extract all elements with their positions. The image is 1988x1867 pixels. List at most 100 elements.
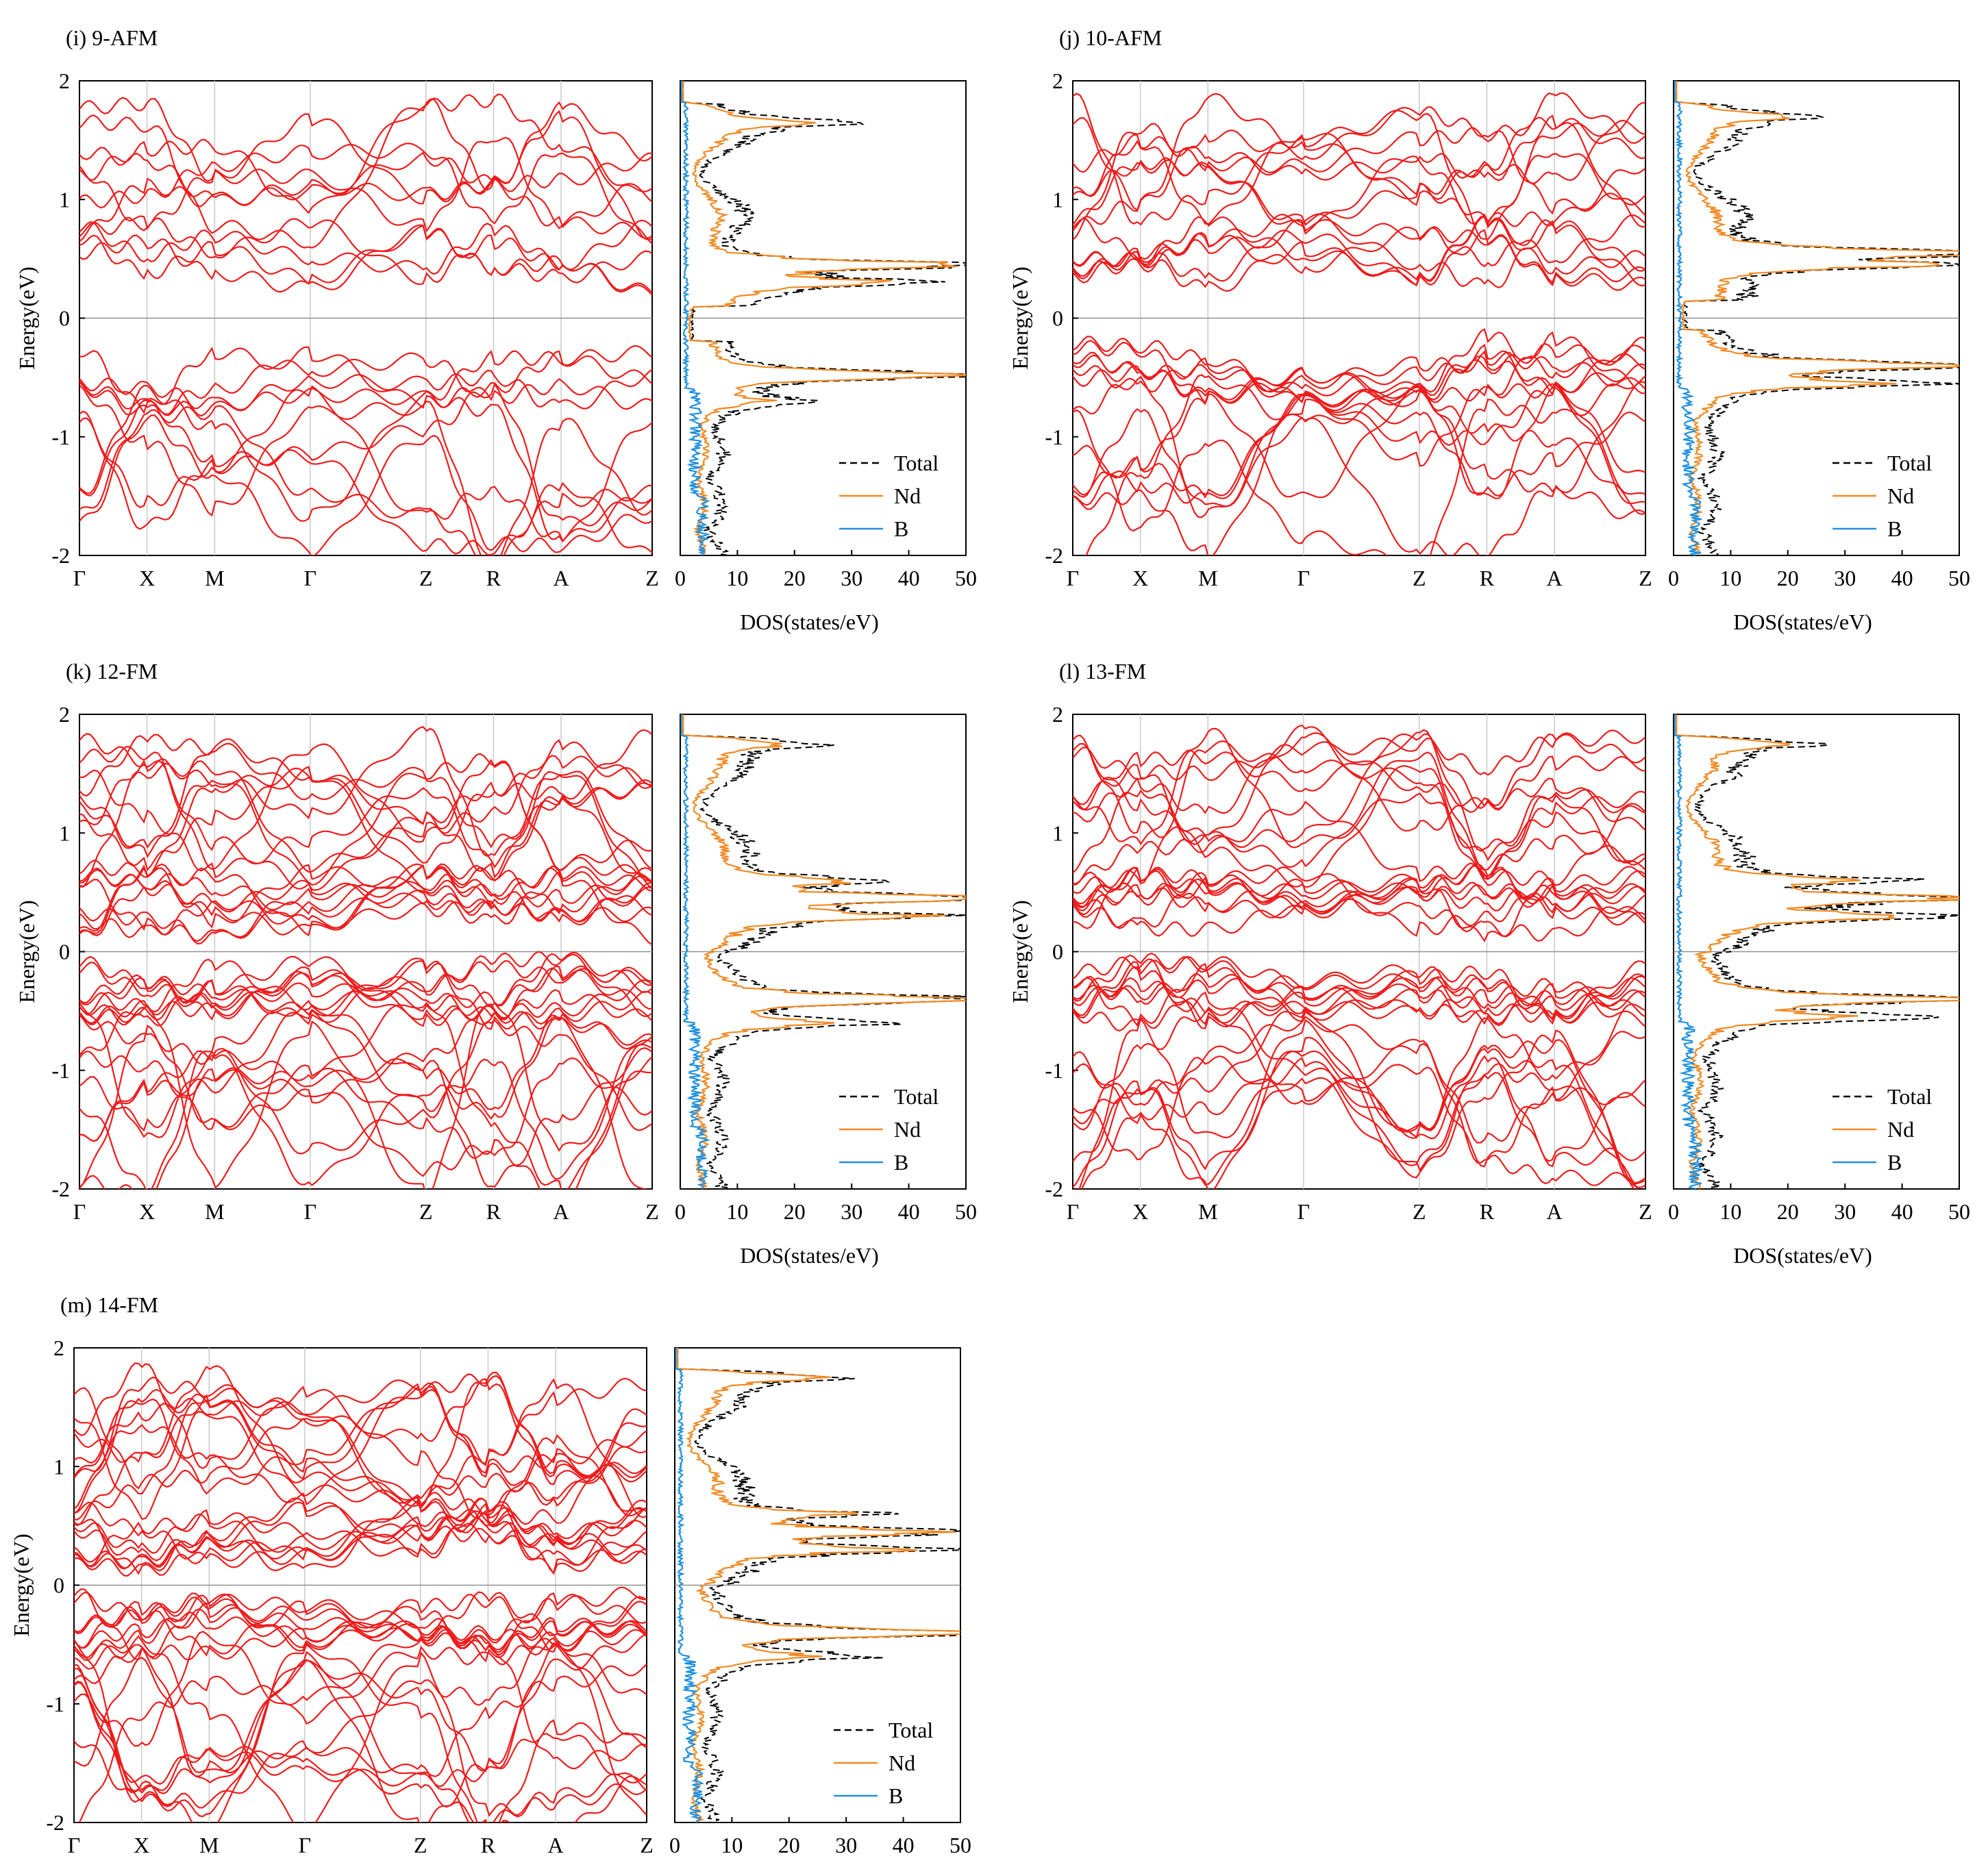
band-line — [1073, 740, 1645, 894]
legend-label: B — [894, 1150, 908, 1175]
dos-x-tick-label: 0 — [669, 1833, 680, 1857]
band-line — [1073, 383, 1645, 518]
band-line — [79, 953, 652, 1021]
y-tick-label: 0 — [59, 306, 70, 331]
band-line — [1073, 1031, 1645, 1133]
kpoint-label: Γ — [299, 1833, 312, 1857]
band-line — [79, 725, 652, 888]
y-tick-label: 1 — [53, 1454, 64, 1479]
band-line — [74, 1365, 647, 1501]
dos-nd-curve — [1676, 714, 1959, 1189]
band-line — [1073, 1042, 1645, 1144]
band-line — [74, 1379, 647, 1521]
band-line — [74, 1386, 647, 1507]
band-line — [79, 1050, 652, 1159]
band-line — [1073, 733, 1645, 831]
dos-curves — [680, 81, 966, 555]
kpoint-label: Z — [419, 566, 433, 590]
band-line — [74, 1601, 647, 1656]
band-line — [74, 1642, 647, 1818]
band-line — [79, 142, 652, 245]
band-line — [79, 743, 652, 882]
kpoint-label: M — [205, 566, 224, 590]
kpoint-label: Z — [1639, 566, 1652, 590]
dos-x-tick-label: 0 — [1668, 1199, 1679, 1224]
kpoint-label: Γ — [1067, 566, 1080, 590]
y-tick-label: -1 — [51, 425, 70, 449]
band-line — [1073, 764, 1645, 888]
kpoint-label: R — [486, 566, 501, 590]
band-lines — [1073, 92, 1645, 555]
kpoint-label: A — [554, 1199, 569, 1224]
band-line — [74, 1635, 647, 1822]
band-line — [79, 221, 652, 296]
y-tick-label: 2 — [1052, 702, 1063, 727]
dos-b-curve — [1674, 714, 1704, 1189]
legend-label: Nd — [1887, 1117, 1914, 1142]
y-tick-label: -2 — [51, 1177, 70, 1201]
band-line — [79, 1043, 652, 1189]
panel-label: (l) 13-FM — [1059, 659, 1146, 684]
band-line — [1078, 991, 1635, 1189]
kpoint-label: Z — [1639, 1199, 1652, 1224]
dos-x-tick-label: 30 — [841, 566, 862, 590]
band-line — [1073, 734, 1645, 871]
band-line — [79, 955, 652, 1027]
band-line — [1073, 865, 1645, 937]
band-line — [74, 1591, 647, 1657]
panel-2: (j) 10-AFM Γ X M Γ Z R A Z -2 -1 0 1 2 Energy(eV) 0 10 20… — [1008, 25, 1970, 634]
legend-label: Total — [1887, 1084, 1932, 1109]
dos-x-tick-label: 20 — [778, 1833, 800, 1857]
dos-x-tick-label: 30 — [841, 1199, 862, 1224]
dos-b-curve — [680, 714, 710, 1189]
band-line — [79, 399, 652, 555]
band-lines — [1073, 724, 1645, 1189]
y-tick-label: -2 — [51, 543, 70, 568]
kpoint-label: Γ — [304, 566, 317, 590]
y-tick-label: 0 — [1052, 306, 1063, 331]
dos-x-tick-label: 40 — [1891, 1199, 1913, 1224]
dos-x-axis-label: DOS(states/eV) — [1733, 610, 1872, 634]
dos-x-tick-label: 10 — [1719, 566, 1741, 590]
band-line — [79, 734, 652, 849]
legend-label: B — [889, 1783, 903, 1808]
dos-b-curve — [1674, 81, 1702, 555]
dos-x-tick-label: 0 — [675, 566, 686, 590]
band-line — [79, 879, 652, 945]
panel-3: (k) 12-FM Γ X M Γ Z R A Z -2 -1 0 1 2 Energy(eV) 0 10 20 3… — [14, 659, 977, 1268]
dos-x-tick-label: 20 — [1777, 566, 1799, 590]
band-line — [1073, 734, 1645, 781]
band-line — [78, 1631, 647, 1822]
band-line — [1073, 960, 1645, 1027]
dos-x-tick-label: 20 — [784, 566, 806, 590]
band-line — [79, 766, 652, 892]
kpoint-label: Z — [645, 566, 659, 590]
band-line — [74, 1643, 647, 1822]
y-tick-label: 1 — [1052, 187, 1063, 212]
band-lines — [74, 1362, 647, 1822]
band-lines — [79, 725, 652, 1189]
kpoint-label: R — [486, 1199, 501, 1224]
kpoint-label: Γ — [73, 566, 86, 590]
dos-total-curve — [677, 1348, 960, 1822]
legend-label: B — [1887, 516, 1902, 541]
kpoint-label: X — [139, 566, 155, 590]
band-line — [74, 1362, 647, 1524]
kpoint-label: R — [1480, 1199, 1495, 1224]
y-axis-label: Energy(eV) — [14, 266, 39, 369]
band-line — [79, 1014, 652, 1186]
band-line — [74, 1388, 647, 1528]
band-line — [1073, 1010, 1645, 1168]
y-tick-label: 1 — [1052, 820, 1063, 845]
panel-5: (m) 14-FM Γ X M Γ Z R A Z -2 -1 0 1 2 Energy(eV) 0 10 20 3… — [9, 1292, 971, 1857]
band-line — [74, 1591, 647, 1649]
y-tick-label: -1 — [46, 1692, 64, 1716]
kpoint-label: R — [1480, 566, 1495, 590]
band-line — [1073, 381, 1645, 506]
dos-curves — [675, 1348, 960, 1822]
band-line — [1073, 956, 1645, 1030]
kpoint-label: R — [481, 1833, 496, 1857]
dos-curves — [1674, 81, 1959, 555]
band-line — [79, 870, 652, 946]
